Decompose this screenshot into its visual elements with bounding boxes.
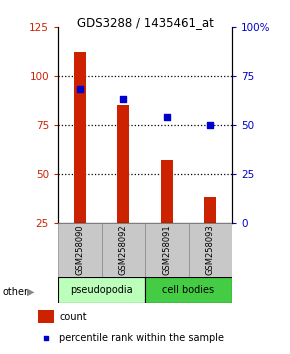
Point: [121, 96, 126, 102]
Text: GSM258091: GSM258091: [162, 224, 171, 275]
Bar: [58, 223, 102, 278]
Bar: [161, 160, 173, 272]
Bar: [102, 223, 145, 278]
Text: GDS3288 / 1435461_at: GDS3288 / 1435461_at: [77, 16, 213, 29]
Bar: [145, 277, 232, 303]
Bar: [117, 105, 129, 272]
Bar: [58, 277, 145, 303]
Point: [43, 335, 48, 341]
Point: [164, 114, 169, 120]
Text: count: count: [59, 312, 87, 322]
Bar: [74, 52, 86, 272]
Text: percentile rank within the sample: percentile rank within the sample: [59, 333, 224, 343]
Text: ▶: ▶: [27, 287, 34, 297]
Text: pseudopodia: pseudopodia: [70, 285, 133, 295]
Bar: [145, 223, 188, 278]
Text: GSM258090: GSM258090: [75, 224, 84, 275]
Point: [77, 87, 82, 92]
Bar: [188, 223, 232, 278]
Bar: [204, 198, 216, 272]
Text: GSM258093: GSM258093: [206, 224, 215, 275]
Point: [208, 122, 213, 128]
Text: other: other: [3, 287, 29, 297]
Text: cell bodies: cell bodies: [162, 285, 215, 295]
Text: GSM258092: GSM258092: [119, 224, 128, 275]
